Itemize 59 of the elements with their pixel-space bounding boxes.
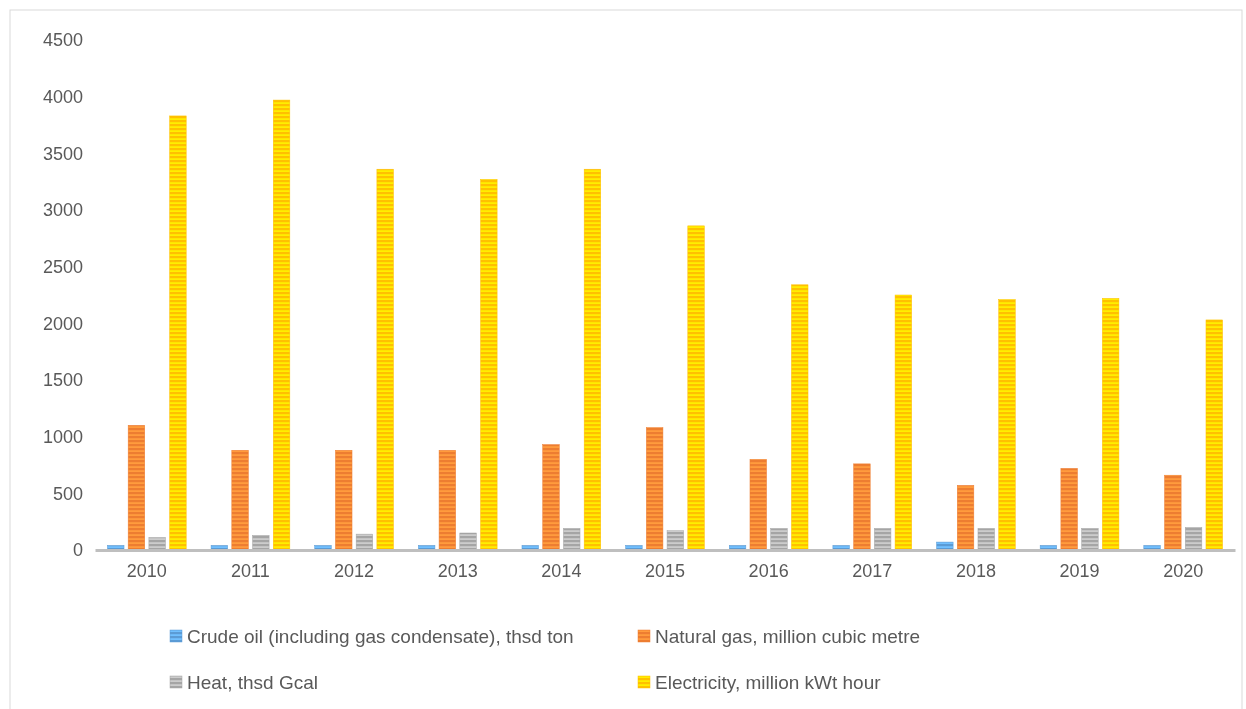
legend-label: Heat, thsd Gcal bbox=[187, 671, 318, 693]
bar bbox=[563, 528, 581, 551]
y-tick-label: 4500 bbox=[42, 30, 83, 51]
bar bbox=[791, 284, 809, 551]
y-tick-label: 0 bbox=[72, 540, 83, 561]
bar bbox=[1164, 474, 1182, 551]
bar bbox=[749, 459, 767, 551]
legend-label: Natural gas, million cubic metre bbox=[655, 625, 921, 647]
bar bbox=[148, 537, 166, 551]
x-tick-label: 2011 bbox=[231, 560, 270, 581]
bar bbox=[376, 168, 394, 551]
x-tick-label: 2012 bbox=[334, 560, 375, 581]
bar bbox=[169, 115, 187, 551]
y-tick-label: 500 bbox=[52, 483, 83, 504]
bar bbox=[355, 533, 373, 551]
legend-label: Electricity, million kWt hour bbox=[655, 671, 882, 693]
bar bbox=[1102, 298, 1120, 551]
x-tick-label: 2018 bbox=[955, 560, 996, 581]
y-tick-label: 2000 bbox=[42, 313, 83, 334]
bar bbox=[335, 450, 353, 551]
legend-label: Crude oil (including gas condensate), thsd ton bbox=[187, 625, 574, 647]
y-tick-label: 3500 bbox=[42, 143, 83, 164]
bar bbox=[231, 450, 249, 551]
y-tick-label: 1000 bbox=[42, 426, 83, 447]
x-tick-label: 2020 bbox=[1163, 560, 1204, 581]
y-tick-label: 4000 bbox=[42, 86, 83, 107]
bar bbox=[853, 463, 871, 551]
bar bbox=[1185, 527, 1203, 551]
x-tick-label: 2017 bbox=[852, 560, 893, 581]
bar bbox=[936, 541, 954, 551]
bar bbox=[1205, 319, 1223, 551]
x-tick-label: 2013 bbox=[437, 560, 478, 581]
bar bbox=[998, 299, 1016, 551]
bar bbox=[1081, 528, 1099, 551]
bar bbox=[480, 179, 498, 551]
y-tick-label: 1500 bbox=[42, 370, 83, 391]
bar bbox=[127, 425, 145, 551]
bar bbox=[977, 528, 995, 551]
bar bbox=[687, 225, 705, 551]
bar bbox=[1060, 468, 1078, 551]
bar bbox=[252, 535, 270, 551]
bar bbox=[770, 528, 788, 551]
bar bbox=[438, 450, 456, 551]
bar bbox=[666, 530, 684, 551]
x-tick-label: 2010 bbox=[126, 560, 167, 581]
bar bbox=[894, 294, 912, 551]
y-tick-label: 3000 bbox=[42, 200, 83, 221]
bar bbox=[273, 99, 291, 551]
x-tick-label: 2014 bbox=[541, 560, 582, 581]
x-tick-label: 2015 bbox=[644, 560, 686, 581]
bar bbox=[646, 427, 664, 551]
bar bbox=[459, 532, 477, 551]
x-tick-label: 2019 bbox=[1059, 560, 1100, 581]
bar bbox=[542, 444, 560, 551]
bar bbox=[583, 168, 601, 551]
bar bbox=[874, 528, 892, 551]
x-tick-label: 2016 bbox=[748, 560, 789, 581]
bar bbox=[957, 485, 975, 551]
y-tick-label: 2500 bbox=[42, 256, 83, 277]
